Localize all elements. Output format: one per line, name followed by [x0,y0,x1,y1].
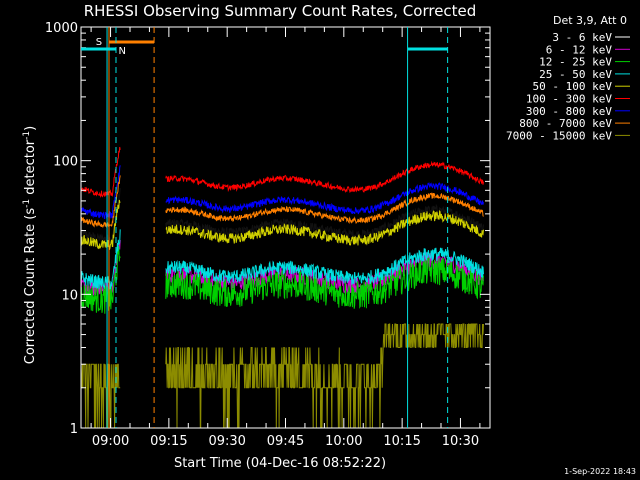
y-tick-label: 1 [70,422,78,437]
series-line-2 [165,256,484,309]
series-line-0 [165,203,484,240]
x-tick-label: 09:30 [208,434,245,449]
x-axis-label: Start Time (04-Dec-16 08:52:22) [174,456,386,471]
series-line-7 [80,175,121,229]
legend-label-1: 6 - 12 keV [546,43,613,56]
y-axis-label: Corrected Count Rate (s-1 detector-1) [22,126,38,364]
y-tick-label: 1000 [45,21,78,36]
series-line-7 [165,192,484,225]
y-axis-label-sup1: -1 [22,199,32,208]
series-0 [80,188,484,245]
y-tick-label: 10 [61,288,78,303]
series-5 [80,146,484,198]
x-tick-label: 09:00 [92,434,129,449]
series-line-2 [80,245,121,314]
legend-label-2: 12 - 25 keV [539,56,612,69]
series-line-0 [80,188,121,245]
y-axis-label-main: Corrected Count Rate (s [23,208,38,365]
x-tick-label: 09:15 [150,434,187,449]
series-line-5 [80,146,121,198]
data-series-layer [80,146,484,429]
legend-label-4: 50 - 100 keV [533,80,613,93]
y-axis-label-mid: detector [23,139,38,199]
series-line-6 [165,181,484,215]
series-line-4 [80,199,121,250]
series-2 [80,245,484,314]
series-line-5 [165,160,484,194]
series-6 [80,165,484,220]
series-line-8 [80,363,121,429]
legend-label-5: 100 - 300 keV [526,93,612,106]
series-4 [80,199,484,250]
legend-label-3: 25 - 50 keV [539,68,612,81]
flag-label-s: S [96,37,102,48]
legend-label-8: 7000 - 15000 keV [506,129,612,142]
y-axis-label-end: ) [23,126,38,131]
series-line-4 [165,210,484,246]
chart-title: RHESSI Observing Summary Count Rates, Co… [84,2,477,20]
legend-label-0: 3 - 6 keV [552,31,612,44]
legend-title: Det 3,9, Att 0 [553,14,627,27]
series-8 [80,323,484,429]
x-tick-label: 10:30 [442,434,479,449]
series-line-8 [165,323,484,429]
legend-label-6: 300 - 800 keV [526,105,612,118]
series-line-3 [165,247,484,285]
y-axis-label-sup2: -1 [22,131,32,140]
series-line-3 [80,229,121,290]
series-line-6 [80,165,121,220]
y-tick-label: 100 [53,155,78,170]
x-tick-label: 09:45 [267,434,304,449]
series-7 [80,175,484,229]
x-tick-label: 10:15 [383,434,420,449]
timestamp: 1-Sep-2022 18:43 [564,467,636,476]
axes-layer: 1 10 100 1000 09:00 09:15 09:30 09:45 10:00 10:15… [45,21,491,449]
series-3 [80,229,484,290]
x-tick-label: 10:00 [325,434,362,449]
flag-label-n: N [118,46,125,57]
legend-label-7: 800 - 7000 keV [519,117,612,130]
